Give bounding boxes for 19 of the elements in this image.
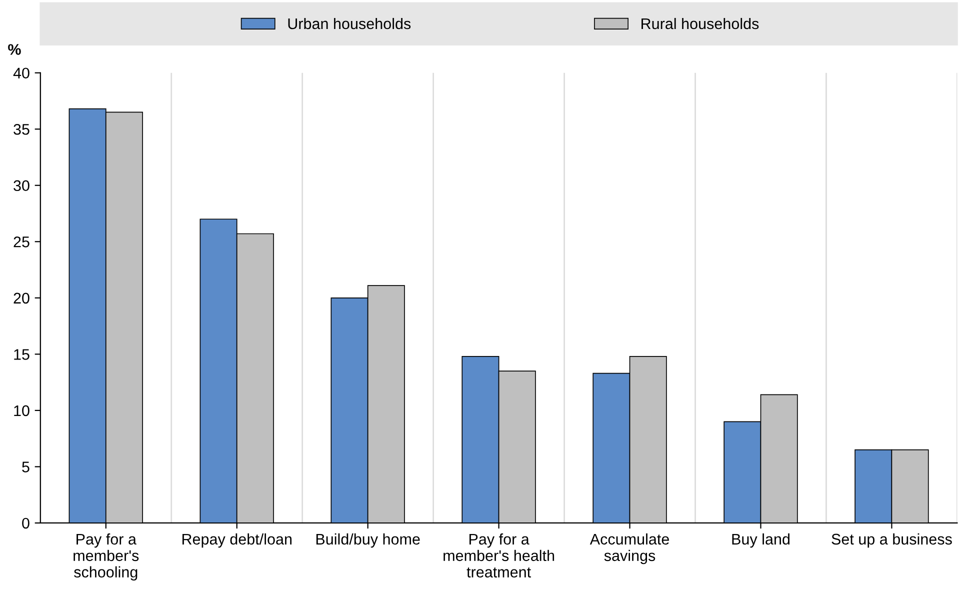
y-tick-label: 20 [14,292,30,304]
x-tick-label: Buy land [732,533,790,548]
y-tick-label: 0 [22,518,30,529]
x-tick-label: Pay for a member's health treatment [444,533,554,578]
y-tick-label: 30 [14,180,30,192]
y-tick-label: 40 [13,68,30,79]
y-tick-label: 10 [14,405,30,416]
x-tick-label: Set up a business [832,533,952,548]
legend-label: Urban households [288,18,411,30]
y-tick-label: 35 [14,124,30,135]
legend-label: Rural households [642,18,759,30]
y-tick-label: 5 [22,462,30,472]
y-tick-label: 15 [14,349,30,360]
x-tick-label: Pay for a member's schooling [74,533,139,581]
y-axis-title: % [8,44,21,55]
x-tick-label: Repay debt/loan [182,533,292,548]
x-tick-label: Build/buy home [316,533,420,548]
y-tick-label: 25 [14,236,30,248]
x-tick-label: Accumulate savings [590,533,669,564]
